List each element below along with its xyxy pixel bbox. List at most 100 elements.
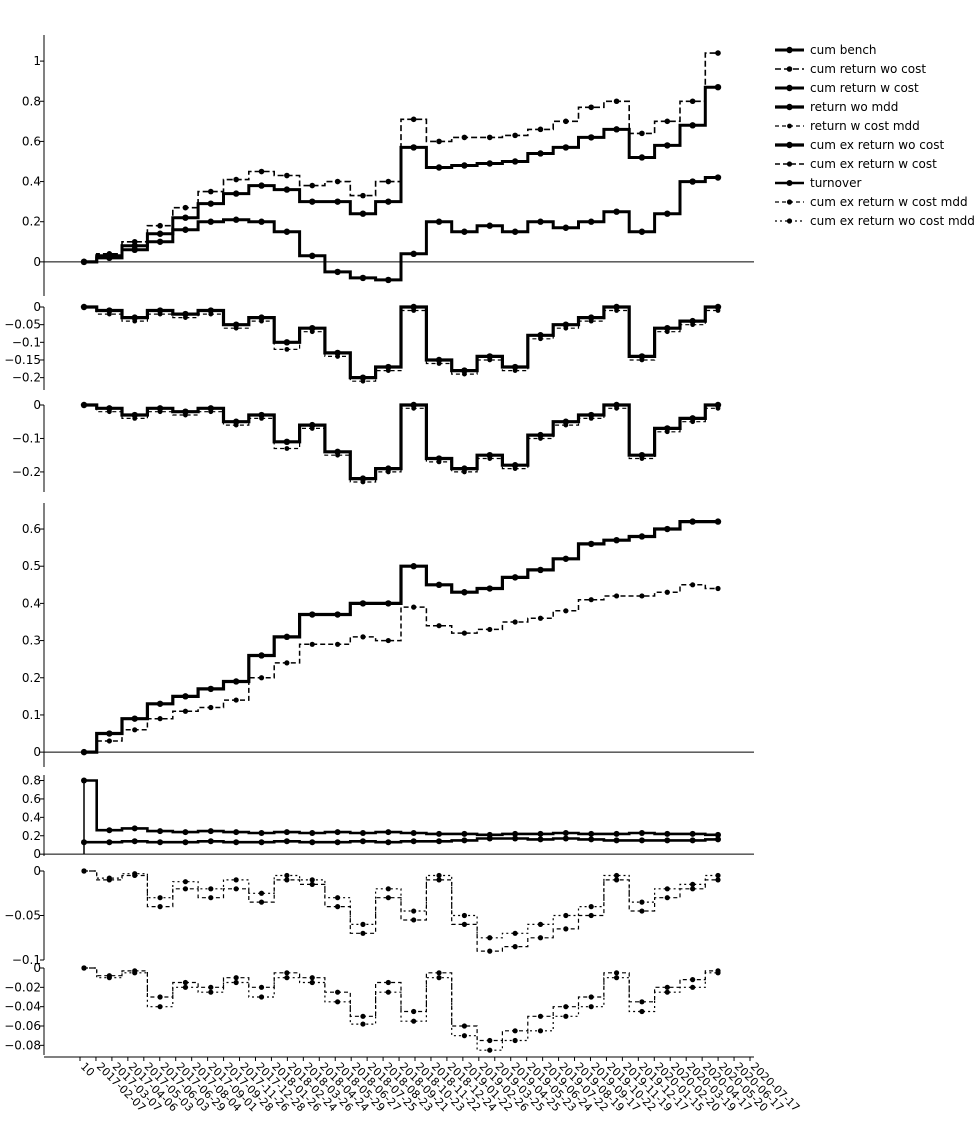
panel4-ytick-label: 0.4 — [22, 596, 41, 610]
data-point — [512, 830, 519, 837]
data-point — [182, 979, 189, 986]
panel2-series-return-w-cost-mdd-1 — [81, 304, 721, 384]
data-point — [207, 218, 214, 225]
data-point — [436, 838, 443, 845]
panel4-series-cum-ex-return-w-cost-1 — [81, 582, 721, 755]
data-point — [182, 204, 189, 211]
data-point — [664, 837, 671, 844]
legend-item-cum-ex-return-w-cost-mdd: cum ex return w cost mdd — [775, 195, 968, 209]
data-point — [664, 118, 671, 125]
panel2-ytick-label: −0.2 — [12, 371, 41, 385]
data-point — [157, 895, 163, 901]
series-line-cum-ex-return-w-cost — [84, 584, 718, 753]
data-point — [309, 611, 316, 618]
data-point — [461, 367, 468, 374]
data-point — [232, 321, 240, 328]
data-point — [360, 930, 366, 936]
data-point — [309, 641, 315, 647]
data-point — [436, 361, 442, 366]
data-point — [462, 371, 467, 377]
data-point — [436, 623, 442, 629]
data-point — [410, 116, 417, 123]
legend-marker — [786, 46, 793, 54]
data-point — [461, 921, 467, 928]
panel2-ytick-label: −0.15 — [4, 353, 41, 367]
data-point — [690, 984, 696, 990]
data-point — [182, 879, 189, 885]
data-point — [157, 839, 164, 846]
series-line-cum-ex-return-wo-cost-mdd — [84, 967, 718, 1051]
data-point — [487, 1047, 493, 1053]
data-point — [385, 469, 391, 475]
panel6: 0 −0.05 −0.1 — [4, 864, 721, 967]
data-point — [233, 886, 239, 892]
legend-label: return w cost mdd — [810, 119, 920, 133]
data-point — [562, 835, 569, 842]
legend-marker — [786, 103, 793, 111]
data-point — [537, 332, 544, 339]
data-point — [207, 828, 214, 835]
legend-item-cum-ex-return-wo-cost-mdd: cum ex return wo cost mdd — [775, 214, 975, 228]
data-point — [715, 50, 721, 56]
data-point — [359, 210, 367, 217]
data-point — [638, 154, 646, 161]
data-point — [689, 518, 696, 525]
data-point — [258, 839, 265, 846]
legend-marker — [786, 218, 793, 224]
data-point — [613, 837, 620, 844]
data-point — [232, 678, 240, 685]
data-point — [613, 877, 620, 883]
data-point — [613, 303, 620, 311]
panel5-series-turnover-0 — [81, 777, 721, 855]
data-point — [512, 132, 518, 139]
panel1: 0 0.2 0.4 0.6 0.8 1 — [22, 35, 754, 296]
data-point — [436, 975, 442, 981]
panel7-ytick-label: −0.06 — [4, 1019, 41, 1033]
data-point — [639, 130, 645, 137]
data-point — [182, 839, 189, 846]
legend-item-cum-ex-return-w-cost: cum ex return w cost — [775, 157, 937, 171]
data-point — [360, 921, 366, 928]
data-point — [284, 872, 290, 879]
data-point — [334, 829, 341, 836]
legend-label: cum ex return w cost mdd — [810, 195, 968, 209]
data-point — [411, 1018, 417, 1024]
data-point — [588, 540, 595, 548]
data-point — [335, 452, 340, 458]
data-point — [106, 827, 113, 834]
data-point — [131, 242, 138, 250]
data-point — [435, 356, 443, 364]
data-point — [537, 836, 544, 843]
legend-marker — [786, 66, 793, 72]
data-point — [359, 374, 367, 381]
data-point — [689, 837, 696, 844]
panel3-ytick-label: 0 — [33, 398, 41, 412]
data-point — [512, 1037, 518, 1044]
legend-marker — [786, 180, 793, 186]
data-point — [157, 994, 163, 1000]
data-point — [487, 626, 493, 633]
data-point — [259, 318, 264, 324]
data-point — [511, 574, 519, 581]
data-point — [233, 877, 239, 883]
panel7-series-cum-ex-return-wo-cost-mdd-0 — [81, 965, 721, 1053]
data-point — [208, 311, 214, 317]
series-line-cum-bench — [84, 176, 718, 282]
series-line-return-w-cost-mdd — [84, 404, 718, 483]
data-point — [233, 979, 239, 986]
data-point — [360, 1021, 366, 1027]
data-point — [385, 989, 391, 995]
data-point — [588, 218, 595, 225]
data-point — [664, 989, 670, 995]
data-point — [639, 1008, 645, 1015]
data-point — [309, 829, 316, 836]
data-point — [309, 324, 316, 332]
legend-label: return wo mdd — [810, 100, 898, 114]
data-point — [461, 162, 468, 169]
data-point — [563, 926, 569, 932]
data-point — [486, 835, 493, 842]
data-point — [638, 228, 646, 235]
data-point — [639, 899, 645, 905]
panel5-ytick-label: 0.2 — [22, 829, 41, 843]
data-point — [689, 317, 696, 325]
